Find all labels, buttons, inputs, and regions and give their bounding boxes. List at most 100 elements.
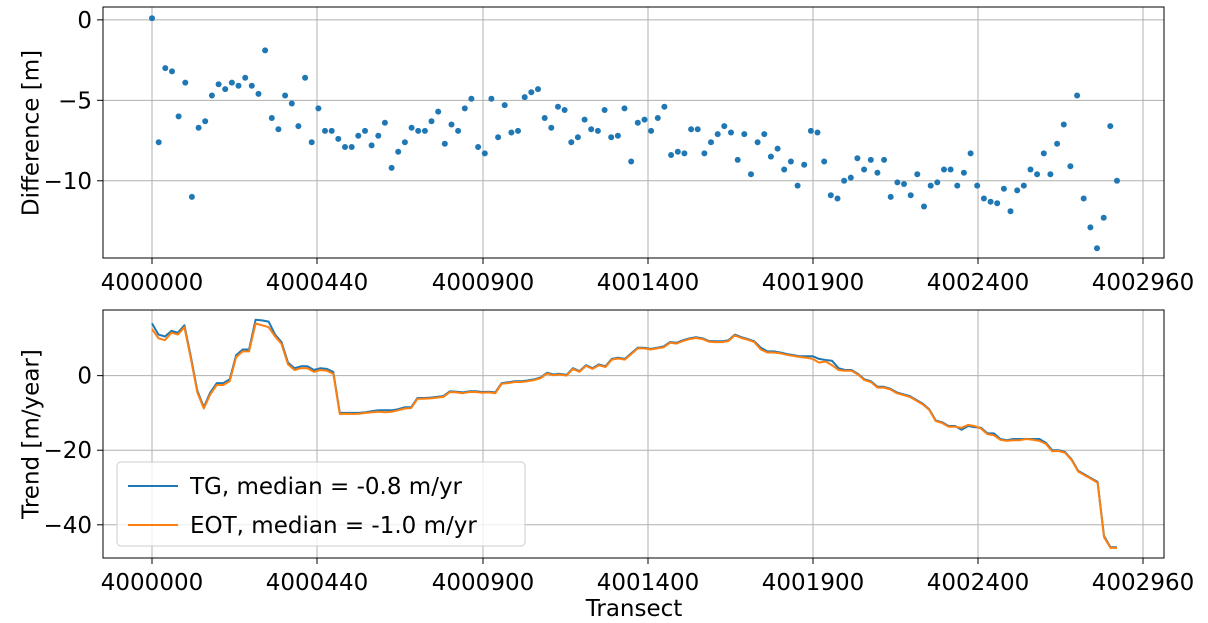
scatter-point: [488, 95, 495, 102]
scatter-point: [302, 74, 309, 81]
scatter-point: [881, 156, 888, 163]
x-tick-label: 4001900: [762, 570, 864, 596]
scatter-point: [441, 140, 448, 147]
scatter-point: [388, 164, 395, 171]
difference-y-ticks: 0 −5 −10: [43, 8, 103, 195]
scatter-point: [821, 158, 828, 165]
scatter-point: [794, 182, 801, 189]
scatter-point: [521, 94, 528, 101]
scatter-point: [801, 161, 808, 168]
scatter-point: [248, 82, 255, 89]
y-tick-label: 0: [77, 364, 92, 390]
scatter-point: [767, 153, 774, 160]
scatter-point: [515, 127, 521, 134]
scatter-point: [1054, 140, 1061, 147]
scatter-point: [288, 100, 295, 107]
scatter-point: [548, 124, 555, 131]
scatter-point: [348, 144, 355, 150]
scatter-point: [641, 116, 648, 123]
scatter-point: [1007, 208, 1014, 215]
scatter-point: [1067, 163, 1074, 170]
scatter-point: [421, 127, 428, 134]
scatter-point: [1107, 123, 1114, 130]
scatter-point: [841, 177, 848, 184]
scatter-point: [155, 139, 162, 146]
scatter-point: [222, 86, 229, 93]
scatter-point: [202, 118, 209, 125]
scatter-point: [654, 115, 661, 121]
scatter-point: [994, 200, 1001, 207]
scatter-point: [608, 134, 615, 141]
scatter-point: [328, 127, 335, 134]
scatter-point: [415, 127, 422, 134]
trend-panel: 4000000 4000440 4000900 4001400 4001900 40024…: [19, 309, 1194, 622]
scatter-point: [262, 47, 269, 54]
scatter-point: [674, 148, 681, 155]
scatter-point: [681, 150, 688, 157]
scatter-point: [974, 182, 981, 189]
scatter-point: [1080, 195, 1087, 202]
difference-plot-frame: [102, 6, 1165, 259]
scatter-point: [541, 115, 548, 121]
scatter-point: [555, 103, 561, 110]
scatter-point: [215, 81, 222, 88]
scatter-point: [934, 179, 941, 186]
scatter-point: [368, 142, 375, 149]
scatter-point: [967, 150, 974, 157]
scatter-point: [741, 131, 748, 138]
scatter-point: [1027, 166, 1034, 173]
scatter-point: [169, 68, 175, 75]
scatter-point: [941, 166, 947, 173]
scatter-point: [149, 15, 155, 22]
legend-label-eot: EOT, median = -1.0 m/yr: [190, 513, 477, 539]
scatter-point: [1034, 171, 1041, 178]
difference-grid: [103, 7, 1164, 258]
scatter-point: [954, 182, 961, 189]
scatter-point: [1114, 177, 1120, 184]
scatter-point: [621, 105, 628, 112]
scatter-point: [208, 92, 215, 99]
scatter-point: [714, 131, 721, 138]
y-tick-label: 0: [77, 8, 92, 34]
scatter-point: [1014, 187, 1021, 194]
scatter-point: [761, 131, 768, 138]
scatter-point: [561, 107, 568, 113]
scatter-point: [701, 150, 708, 157]
scatter-point: [921, 203, 927, 210]
scatter-point: [1060, 121, 1067, 128]
x-tick-label: 4001900: [762, 270, 864, 296]
scatter-point: [508, 129, 515, 136]
x-tick-label: 4001400: [597, 270, 699, 296]
scatter-point: [721, 123, 728, 130]
scatter-point: [448, 121, 455, 128]
y-tick-label: −5: [58, 88, 92, 114]
scatter-point: [661, 103, 668, 110]
scatter-point: [648, 127, 655, 134]
scatter-point: [295, 123, 302, 130]
trend-plot-frame: [102, 309, 1165, 559]
trend-x-axis-title: Transect: [585, 596, 683, 622]
scatter-point: [468, 95, 475, 102]
scatter-point: [867, 156, 874, 163]
x-tick-label: 4002960: [1092, 270, 1194, 296]
difference-points: [149, 15, 1120, 252]
scatter-point: [861, 166, 868, 173]
scatter-point: [175, 113, 182, 120]
scatter-point: [335, 135, 342, 142]
scatter-point: [708, 139, 714, 146]
y-tick-label: −20: [43, 438, 92, 464]
scatter-point: [1087, 224, 1094, 231]
scatter-point: [195, 124, 202, 131]
x-tick-label: 4002400: [927, 270, 1029, 296]
scatter-point: [401, 139, 408, 146]
scatter-point: [275, 126, 282, 133]
scatter-point: [188, 193, 195, 200]
x-tick-label: 4000440: [266, 270, 368, 296]
eot-trend-line: [151, 322, 1117, 549]
scatter-point: [887, 193, 894, 200]
scatter-point: [907, 192, 914, 199]
x-tick-label: 4002400: [927, 570, 1029, 596]
scatter-point: [914, 171, 921, 178]
scatter-point: [428, 118, 435, 125]
